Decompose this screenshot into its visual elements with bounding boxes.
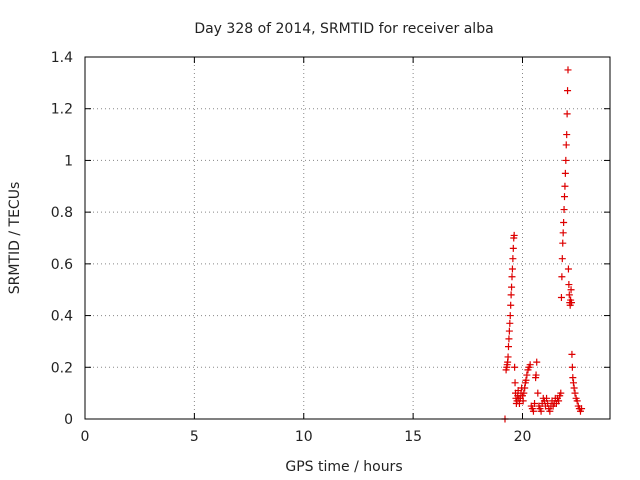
data-point (564, 87, 572, 95)
data-point (567, 286, 575, 294)
data-point (558, 255, 566, 263)
x-axis-label: GPS time / hours (285, 459, 402, 475)
data-point (561, 169, 569, 177)
y-tick-label: 1 (64, 153, 73, 169)
y-tick-label: 0.6 (51, 257, 73, 273)
data-point (521, 384, 529, 392)
data-points (501, 66, 586, 423)
data-point (529, 407, 537, 415)
data-point (555, 397, 563, 405)
data-point (564, 265, 572, 273)
data-point (509, 255, 517, 263)
x-tick-label: 10 (295, 429, 313, 445)
data-point (557, 389, 565, 397)
plot-frame (84, 56, 611, 420)
data-point (519, 397, 527, 405)
data-point (569, 379, 577, 387)
data-point (531, 399, 539, 407)
data-point (537, 407, 545, 415)
data-point (571, 389, 579, 397)
y-tick-label: 0.4 (51, 309, 73, 325)
data-point (523, 371, 531, 379)
data-point (506, 312, 514, 320)
data-point (568, 299, 575, 307)
y-tick-label: 1.4 (51, 50, 73, 66)
data-point (578, 405, 586, 413)
data-point (562, 156, 570, 164)
data-point (511, 363, 519, 371)
y-tick-label: 0 (64, 412, 73, 428)
data-point (560, 218, 568, 226)
data-point (504, 353, 512, 361)
data-point (508, 273, 516, 281)
data-point (522, 376, 530, 384)
data-point (520, 389, 528, 397)
data-point (505, 343, 512, 351)
data-point (507, 301, 515, 309)
y-axis-label: SRMTID / TECUs (7, 182, 23, 295)
data-point (510, 231, 518, 239)
data-point (526, 361, 534, 369)
axis-ticks: 0 5 10 15 20 0 0.2 0.4 0.6 0.8 1 1.2 1.4 (51, 50, 610, 445)
data-point (568, 363, 576, 371)
data-point (508, 265, 516, 273)
data-point (507, 291, 515, 299)
data-point (562, 141, 570, 149)
data-point (565, 291, 573, 299)
data-point (511, 379, 519, 387)
data-point (569, 374, 577, 382)
data-point (557, 293, 565, 301)
data-point (543, 394, 551, 402)
data-point (532, 371, 540, 379)
data-point (506, 319, 514, 327)
x-tick-label: 0 (81, 429, 90, 445)
data-point (508, 283, 516, 291)
data-point (564, 66, 572, 74)
data-point (505, 327, 513, 335)
chart-title: Day 328 of 2014, SRMTID for receiver alb… (194, 21, 493, 37)
y-tick-label: 1.2 (51, 102, 73, 118)
data-point (563, 131, 571, 139)
grid-lines (85, 57, 610, 419)
data-point (559, 239, 567, 247)
x-tick-label: 5 (190, 429, 199, 445)
data-point (560, 206, 568, 214)
data-point (533, 358, 541, 366)
data-point (558, 273, 566, 281)
data-point (505, 335, 513, 343)
data-point (561, 182, 569, 190)
data-point (515, 399, 523, 407)
data-point (563, 110, 571, 118)
data-point (509, 244, 517, 252)
data-point (534, 389, 542, 397)
data-point (570, 384, 578, 392)
y-tick-label: 0.2 (51, 360, 73, 376)
data-point (546, 407, 554, 415)
y-tick-label: 0.8 (51, 205, 73, 221)
x-tick-label: 20 (514, 429, 532, 445)
x-tick-label: 15 (404, 429, 422, 445)
data-point (573, 397, 581, 405)
data-point (565, 281, 573, 289)
data-point (561, 193, 568, 201)
data-point (568, 350, 576, 358)
data-point (559, 229, 567, 237)
